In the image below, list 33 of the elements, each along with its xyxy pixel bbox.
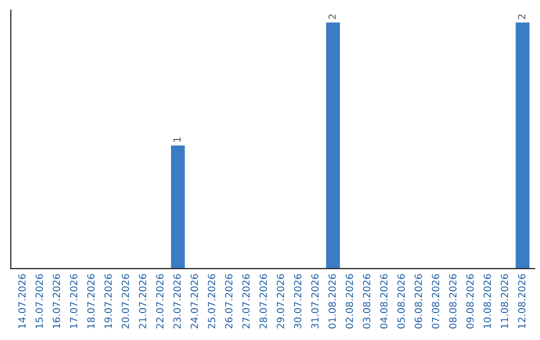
x-tick-label: 20.07.2026 bbox=[122, 274, 130, 328]
data-label: 1 bbox=[174, 137, 181, 142]
x-tick-label: 04.08.2026 bbox=[380, 274, 388, 328]
x-tick-label: 08.08.2026 bbox=[449, 274, 456, 328]
x-tick-label: 28.07.2026 bbox=[260, 274, 267, 328]
x-tick-label: 05.08.2026 bbox=[397, 274, 405, 328]
x-tick-label: 19.07.2026 bbox=[104, 274, 112, 328]
x-tick-label: 31.07.2026 bbox=[311, 274, 319, 328]
x-tick-label: 12.08.2026 bbox=[518, 274, 526, 328]
x-tick-label: 29.07.2026 bbox=[276, 274, 284, 328]
x-tick-label: 25.07.2026 bbox=[208, 274, 216, 328]
x-tick-label: 21.07.2026 bbox=[138, 274, 146, 328]
data-label: 2 bbox=[518, 14, 526, 20]
x-tick-label: 24.07.2026 bbox=[190, 274, 198, 328]
x-tick-label: 07.08.2026 bbox=[432, 274, 440, 328]
data-label: 2 bbox=[328, 14, 336, 20]
x-tick-label: 23.07.2026 bbox=[173, 274, 181, 328]
x-tick-label: 16.07.2026 bbox=[52, 274, 60, 328]
x-tick-label: 30.07.2026 bbox=[294, 274, 302, 328]
x-tick-label: 09.08.2026 bbox=[466, 274, 474, 328]
x-tick-label: 18.07.2026 bbox=[87, 274, 95, 328]
x-tick-label: 17.07.2026 bbox=[70, 274, 78, 328]
x-tick-label: 03.08.2026 bbox=[362, 274, 370, 328]
x-tick-label: 14.07.2026 bbox=[18, 274, 26, 328]
x-tick-label: 06.08.2026 bbox=[414, 274, 422, 328]
x-tick-label: 02.08.2026 bbox=[346, 274, 354, 328]
x-tick-label: 27.07.2026 bbox=[242, 274, 250, 328]
x-tick-label: 10.08.2026 bbox=[484, 274, 491, 328]
x-tick-label: 22.07.2026 bbox=[156, 274, 164, 328]
x-tick-label: 01.08.2026 bbox=[328, 274, 336, 328]
x-tick-label: 15.07.2026 bbox=[36, 274, 43, 328]
x-tick-label: 26.07.2026 bbox=[225, 274, 232, 328]
x-tick-label: 11.08.2026 bbox=[500, 274, 508, 328]
